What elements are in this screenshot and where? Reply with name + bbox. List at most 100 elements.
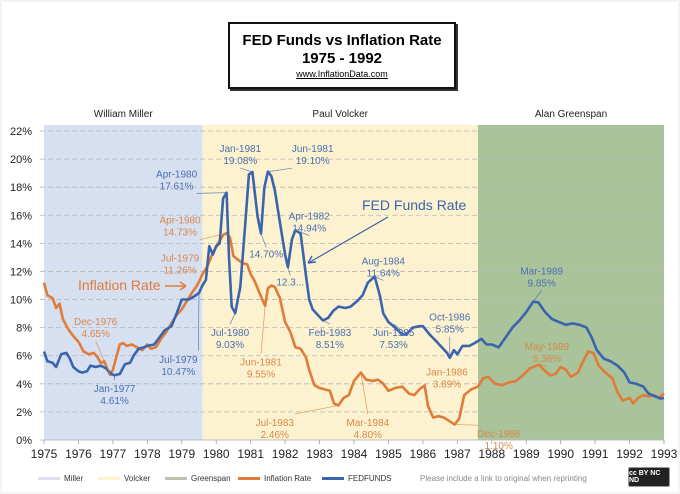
annotation-value: 9.55%	[247, 370, 275, 381]
annotation-value: 7.53%	[379, 340, 407, 351]
y-tick-label: 14%	[10, 238, 32, 250]
era-label: Alan Greenspan	[535, 109, 607, 120]
annotation-date: Jun-1981	[240, 358, 282, 369]
annotation-date: Apr-1980	[156, 169, 198, 180]
annotation-value: 9.85%	[528, 278, 556, 289]
annotation-value: 3.89%	[433, 379, 461, 390]
annotation-date: Jul-1979	[159, 355, 198, 366]
annotation-date: Feb-1983	[308, 328, 351, 339]
annotation-date: Apr-1980	[159, 216, 201, 227]
reprint-note: Please include a link to original when r…	[420, 474, 587, 483]
creative-commons-icon: cc BY NC ND	[628, 467, 670, 487]
annotation-leader	[295, 229, 310, 236]
inflation-line	[42, 231, 665, 426]
annotation-date: Jul-1983	[256, 418, 295, 429]
annotation-leader	[198, 277, 201, 282]
annotation-leader	[294, 405, 339, 415]
annotation-value: 8.51%	[316, 340, 344, 351]
y-tick-label: 8%	[16, 323, 32, 335]
annotation-value: 14.70%	[249, 249, 283, 260]
legend-swatch	[238, 477, 260, 480]
legend-label: Volcker	[124, 474, 151, 483]
annotation-leader	[196, 192, 227, 194]
chart-subtitle: 1975 - 1992	[301, 50, 383, 67]
annotation-date: Jul-1980	[211, 328, 250, 339]
x-tick-label: 1992	[616, 447, 643, 461]
legend-label: Miller	[64, 474, 84, 483]
annotation-leader	[95, 340, 111, 375]
annotation-value: 10.47%	[161, 367, 195, 378]
x-tick-label: 1983	[306, 447, 333, 461]
y-tick-label: 4%	[16, 379, 32, 391]
legend-item-inflation: Inflation Rate	[238, 474, 311, 483]
annotation-value: 4.61%	[100, 396, 128, 407]
y-tick-label: 18%	[10, 182, 32, 194]
annotation-leader	[260, 233, 267, 248]
y-tick-label: 10%	[10, 295, 32, 307]
annotation-value: 11.64%	[367, 268, 400, 279]
annotation-date: Jun-1981	[292, 144, 334, 155]
source-link[interactable]: www.InflationData.com	[296, 69, 388, 79]
x-tick-label: 1975	[31, 447, 58, 461]
x-tick-label: 1977	[100, 447, 127, 461]
annotation-value: 5.36%	[533, 354, 561, 365]
annotation-leader	[260, 305, 266, 354]
x-tick-label: 1993	[651, 447, 678, 461]
annotation-date: Oct-1986	[429, 313, 471, 324]
x-tick-label: 1985	[375, 447, 402, 461]
era-label: Paul Volcker	[312, 109, 368, 120]
legend-swatch	[322, 477, 344, 480]
x-tick-label: 1991	[582, 447, 609, 461]
era-band-alan-greenspan	[478, 125, 664, 440]
legend-swatch	[98, 477, 120, 480]
legend-item-volcker: Volcker	[98, 474, 150, 483]
annotation-value: 1.10%	[484, 441, 512, 452]
annotation-date: May-1989	[525, 342, 570, 353]
annotation-leader	[374, 276, 384, 281]
x-tick-label: 1989	[513, 447, 540, 461]
legend-label: Greenspan	[191, 474, 231, 483]
annotation-date: Jan-1981	[219, 144, 261, 155]
x-tick-label: 1986	[410, 447, 437, 461]
annotation-value: 5.85%	[436, 325, 464, 336]
era-band-william-miller	[44, 125, 203, 440]
annotation-leader	[393, 323, 407, 335]
x-tick-label: 1987	[444, 447, 471, 461]
legend-item-greenspan: Greenspan	[165, 474, 231, 483]
annotation-leader	[199, 232, 227, 241]
chart-title: FED Funds vs Inflation Rate	[242, 32, 442, 49]
annotation-leader	[287, 267, 291, 276]
fed-funds-callout: FED Funds Rate	[362, 197, 466, 213]
annotation-value: 12.3...	[276, 278, 304, 289]
annotation-date: Mar-1989	[520, 266, 563, 277]
annotation-value: 17.61%	[160, 181, 194, 192]
annotation-value: 2.46%	[261, 430, 289, 441]
annotation-value: 14.73%	[163, 228, 197, 239]
arrow-head-icon	[179, 281, 187, 291]
x-tick-label: 1976	[65, 447, 92, 461]
annotation-leader	[538, 364, 547, 367]
x-tick-label: 1980	[203, 447, 230, 461]
annotation-leader	[229, 313, 236, 325]
title-box: FED Funds vs Inflation Rate 1975 - 1992 …	[228, 22, 456, 89]
legend-label: Inflation Rate	[264, 474, 312, 483]
annotation-leader	[454, 424, 479, 426]
legend-swatch	[38, 477, 60, 480]
y-tick-label: 2%	[16, 407, 32, 419]
annotation-leader	[267, 167, 293, 173]
legend-item-miller: Miller	[38, 474, 83, 483]
annotation-date: Jul-1979	[161, 254, 200, 265]
annotation-value: 19.10%	[296, 156, 330, 167]
inflation-rate-callout: Inflation Rate	[78, 277, 161, 293]
annotation-leader	[197, 292, 200, 351]
x-tick-label: 1982	[272, 447, 299, 461]
y-tick-label: 20%	[10, 154, 32, 166]
y-tick-label: 6%	[16, 351, 32, 363]
x-tick-label: 1990	[547, 447, 574, 461]
annotation-value: 9.03%	[216, 340, 244, 351]
legend-swatch	[165, 477, 187, 480]
x-tick-label: 1984	[341, 447, 368, 461]
fed-funds-callout-arrow	[309, 216, 389, 263]
arrow-head-icon	[307, 255, 317, 264]
